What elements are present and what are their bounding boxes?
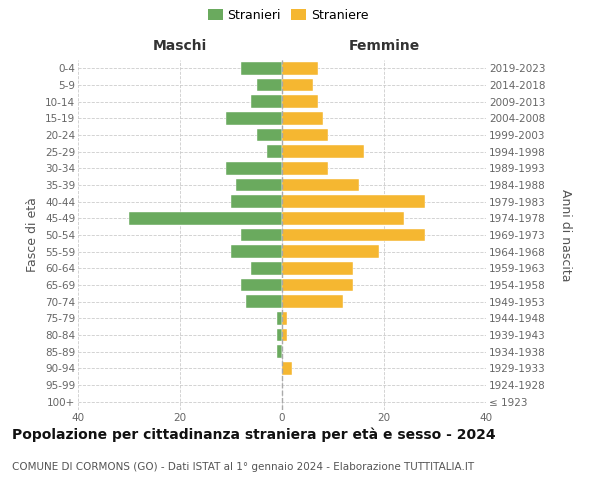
Bar (241, 279, 282, 291)
Bar (282, 62, 318, 74)
Bar (267, 146, 282, 158)
Bar (282, 196, 425, 208)
Bar (282, 112, 323, 124)
Bar (251, 262, 282, 274)
Bar (226, 112, 282, 124)
Bar (282, 96, 318, 108)
Bar (129, 212, 282, 224)
Bar (277, 312, 282, 324)
Bar (282, 229, 425, 241)
Bar (282, 212, 404, 224)
Bar (282, 279, 353, 291)
Bar (282, 179, 359, 192)
Legend: Stranieri, Straniere: Stranieri, Straniere (208, 8, 368, 22)
Bar (282, 296, 343, 308)
Y-axis label: Fasce di età: Fasce di età (26, 198, 40, 272)
Bar (241, 62, 282, 74)
Bar (282, 129, 328, 141)
Bar (282, 262, 353, 274)
Bar (282, 79, 313, 92)
Bar (241, 229, 282, 241)
Bar (282, 329, 287, 341)
Bar (277, 329, 282, 341)
Text: Popolazione per cittadinanza straniera per età e sesso - 2024: Popolazione per cittadinanza straniera p… (12, 428, 496, 442)
Bar (257, 129, 282, 141)
Bar (282, 362, 292, 374)
Bar (257, 79, 282, 92)
Text: Maschi: Maschi (153, 39, 207, 53)
Bar (282, 162, 328, 174)
Text: COMUNE DI CORMONS (GO) - Dati ISTAT al 1° gennaio 2024 - Elaborazione TUTTITALIA: COMUNE DI CORMONS (GO) - Dati ISTAT al 1… (12, 462, 474, 472)
Bar (231, 246, 282, 258)
Text: Femmine: Femmine (349, 39, 419, 53)
Bar (282, 312, 287, 324)
Bar (282, 146, 364, 158)
Bar (247, 296, 282, 308)
Bar (251, 96, 282, 108)
Bar (226, 162, 282, 174)
Bar (277, 346, 282, 358)
Bar (282, 246, 379, 258)
Bar (236, 179, 282, 192)
Y-axis label: Anni di nascita: Anni di nascita (559, 188, 572, 281)
Bar (231, 196, 282, 208)
